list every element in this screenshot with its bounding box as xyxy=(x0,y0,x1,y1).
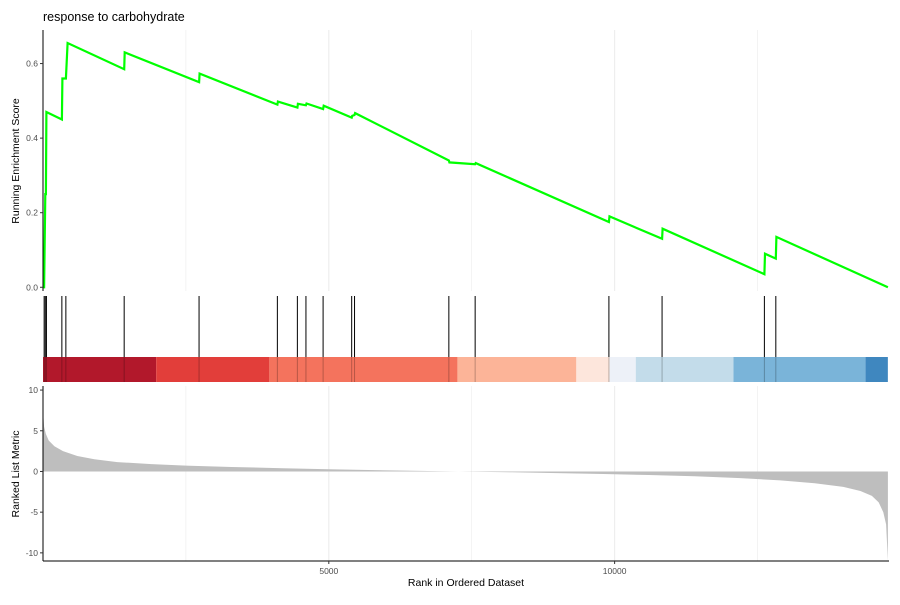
y-tick-label-top: 0.6 xyxy=(26,59,38,69)
color-bar-segment xyxy=(733,357,866,382)
color-bar-segment xyxy=(156,357,270,382)
color-bar-segment xyxy=(609,357,636,382)
color-bar-segment xyxy=(576,357,610,382)
y-tick-label-bottom: 10 xyxy=(29,385,39,395)
y-tick-label-bottom: -10 xyxy=(26,548,39,558)
x-tick-label: 10000 xyxy=(603,566,627,576)
chart-title: response to carbohydrate xyxy=(43,10,185,24)
color-bar-segment xyxy=(865,357,888,382)
color-bar-segment xyxy=(43,357,157,382)
y-axis-label-ranked-metric: Ranked List Metric xyxy=(10,431,22,518)
x-tick-label: 5000 xyxy=(319,566,338,576)
y-tick-label-top: 0.4 xyxy=(26,133,38,143)
x-axis-label: Rank in Ordered Dataset xyxy=(408,577,524,589)
y-tick-label-top: 0.0 xyxy=(26,282,38,292)
y-tick-label-bottom: 5 xyxy=(33,426,38,436)
axes: 0.0 0.2 0.4 0.6 10 5 0 -5 -10 5000 10000 xyxy=(26,30,889,576)
running-score-line xyxy=(43,41,889,289)
running-score-panel xyxy=(43,41,889,289)
y-tick-label-bottom: -5 xyxy=(30,507,38,517)
grid-lines xyxy=(185,30,758,561)
color-bar-panel xyxy=(43,357,888,382)
color-bar-segment xyxy=(457,357,577,382)
color-bar-segment xyxy=(269,357,458,382)
y-tick-label-top: 0.2 xyxy=(26,208,38,218)
y-axis-label-running-score: Running Enrichment Score xyxy=(10,98,22,224)
y-tick-label-bottom: 0 xyxy=(33,466,38,476)
color-bar-segment xyxy=(635,357,734,382)
